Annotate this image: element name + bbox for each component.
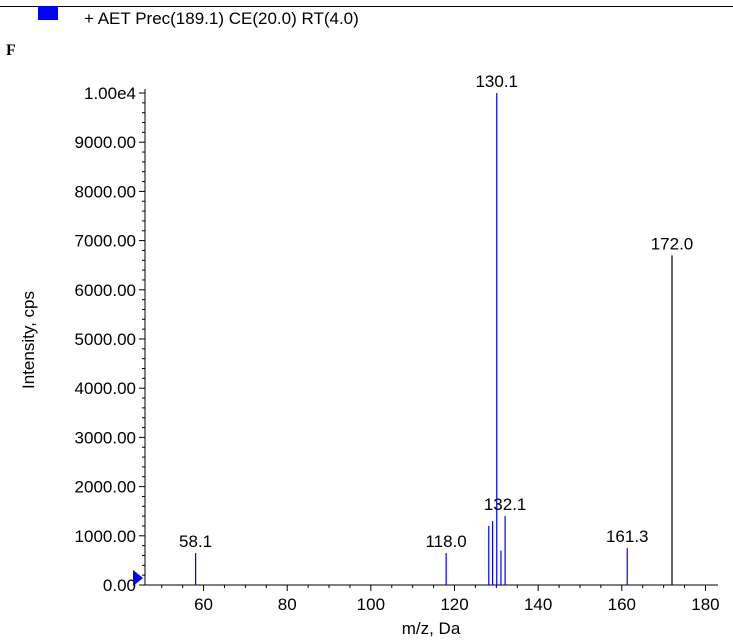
legend-divider [0,6,733,7]
peak-label: 172.0 [651,234,694,253]
x-tick-label: 180 [691,595,719,614]
peak-label: 130.1 [475,72,518,91]
legend-label: + AET Prec(189.1) CE(20.0) RT(4.0) [84,9,359,28]
y-tick-label: 2000.00 [75,478,136,497]
x-tick-label: 60 [194,595,213,614]
y-tick-label: 3000.00 [75,428,136,447]
y-tick-label: 8000.00 [75,182,136,201]
x-tick-label: 100 [357,595,385,614]
y-axis-label: Intensity, cps [19,291,38,389]
peak-labels: 58.1 118.0 130.1 132.1 161.3 172.0 [179,72,693,551]
y-tick-label: 1.00e4 [84,84,136,103]
legend: + AET Prec(189.1) CE(20.0) RT(4.0) [0,0,733,36]
x-tick-label: 80 [278,595,297,614]
x-axis-label: m/z, Da [402,619,461,638]
x-tick-label: 120 [440,595,468,614]
axes: 0.00 1000.00 2000.00 3000.00 4000.00 5000.00 6… [75,84,720,614]
y-tick-label: 6000.00 [75,281,136,300]
y-tick-label: 5000.00 [75,330,136,349]
peak-label: 58.1 [179,532,212,551]
peak-label: 118.0 [425,532,466,551]
y-tick-label: 4000.00 [75,379,136,398]
peak-label: 161.3 [606,527,649,546]
baseline-marker-icon[interactable] [133,570,143,586]
x-tick-label: 160 [608,595,636,614]
x-tick-label: 140 [524,595,552,614]
legend-swatch [38,6,58,20]
panel-letter: F [6,42,16,59]
y-tick-label: 1000.00 [75,527,136,546]
peaks [195,93,673,585]
y-tick-label: 0.00 [103,576,136,595]
y-tick-label: 7000.00 [75,232,136,251]
peak-label: 132.1 [484,495,527,514]
y-tick-label: 9000.00 [75,133,136,152]
